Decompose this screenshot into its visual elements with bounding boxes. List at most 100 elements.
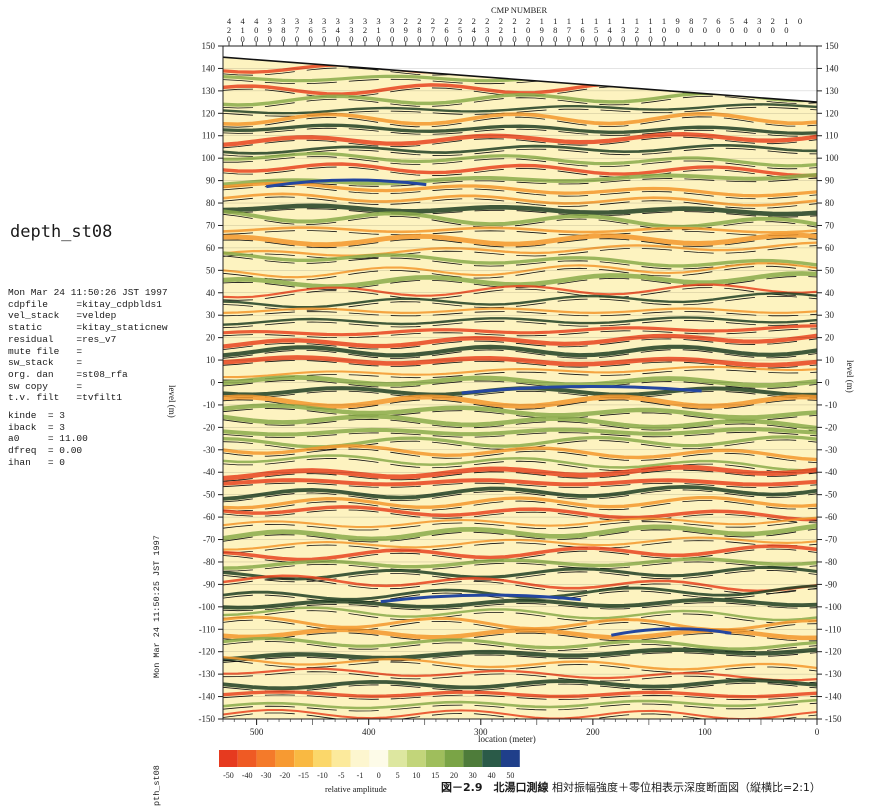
kparam-line-2: a0 = 11.00 — [8, 433, 88, 445]
param-line-0: Mon Mar 24 11:50:26 JST 1997 — [8, 287, 168, 298]
y-tick-label-right: -110 — [825, 624, 842, 634]
cmp-digit: 1 — [540, 16, 544, 26]
reflector — [223, 536, 817, 551]
x-tick-label: 200 — [586, 727, 600, 737]
y-tick-label-right: 150 — [825, 41, 839, 51]
zero-crossing-line — [223, 287, 817, 301]
zero-crossing-line — [223, 671, 817, 684]
zero-crossing-line — [223, 712, 817, 719]
colorbar-tick-label: 30 — [469, 771, 477, 780]
cmp-digit: 0 — [743, 25, 747, 35]
y-tick-label-left: -90 — [203, 579, 215, 589]
zero-crossing-line — [223, 147, 817, 157]
cmp-digit: 2 — [499, 25, 503, 35]
param-line-1: cdpfile =kitay_cdpblds1 — [8, 298, 162, 310]
zero-crossing-line — [223, 265, 817, 281]
zero-crossing-line — [223, 610, 817, 624]
reflector — [223, 241, 817, 257]
cmp-digit: 3 — [621, 25, 625, 35]
cmp-digit: 2 — [635, 25, 639, 35]
y-tick-label-left: -60 — [203, 512, 215, 522]
reflector — [223, 355, 817, 368]
cmp-digit: 6 — [444, 25, 448, 35]
zero-crossing-line — [223, 602, 817, 612]
colorbar-swatch — [294, 750, 313, 767]
zero-crossing-line — [223, 418, 817, 432]
zero-crossing-line — [223, 359, 817, 369]
cmp-axis-title: CMP NUMBER — [491, 5, 548, 15]
cmp-digit: 0 — [281, 34, 285, 44]
cmp-digit: 1 — [567, 16, 571, 26]
cmp-digit: 8 — [417, 25, 421, 35]
colorbar-swatch — [369, 750, 389, 767]
cmp-digit: 0 — [485, 34, 489, 44]
y-tick-label-left: -120 — [199, 647, 216, 657]
colorbar-swatch — [256, 750, 276, 767]
reflector — [223, 143, 817, 155]
kparam-line-1: iback = 3 — [8, 421, 66, 433]
y-tick-label-left: 30 — [206, 310, 216, 320]
zero-crossing-line — [223, 482, 817, 488]
cmp-digit: 9 — [676, 16, 680, 26]
param-line-2: vel_stack =veldep — [8, 310, 117, 322]
cmp-digit: 3 — [485, 25, 489, 35]
cmp-digit: 0 — [458, 34, 462, 44]
colorbar-swatch — [237, 750, 257, 767]
zero-crossing-line — [223, 702, 817, 712]
param-line-4: residual =res_v7 — [8, 333, 117, 345]
cmp-digit: 2 — [512, 16, 516, 26]
colorbar-swatch — [275, 750, 295, 767]
colorbar-tick-label: -30 — [261, 771, 272, 780]
param-line-7: org. dan =st08_rfa — [8, 368, 128, 380]
y-tick-label-left: 140 — [202, 63, 216, 73]
zero-crossing-line — [223, 458, 817, 474]
y-tick-label-right: 50 — [825, 265, 835, 275]
reflector — [223, 656, 817, 671]
zero-crossing-line — [223, 569, 817, 583]
y-tick-label-right: 80 — [825, 198, 835, 208]
cmp-digit: 8 — [281, 25, 285, 35]
reflector — [223, 394, 817, 409]
colorbar-tick-label: -50 — [223, 771, 234, 780]
colorbar-tick-label: 50 — [506, 771, 514, 780]
reflector — [223, 151, 817, 168]
colorbar-tick-label: -15 — [298, 771, 309, 780]
y-tick-label-right: -130 — [825, 669, 842, 679]
cmp-digit: 3 — [336, 16, 340, 26]
cmp-digit: 0 — [567, 34, 571, 44]
y-tick-label-right: -30 — [825, 445, 837, 455]
cmp-digit: 9 — [268, 25, 272, 35]
colorbar-swatch — [331, 750, 351, 767]
y-tick-label-right: 20 — [825, 333, 835, 343]
cmp-digit: 7 — [567, 25, 571, 35]
reflector — [223, 324, 817, 337]
colorbar-swatch — [482, 750, 501, 767]
zero-crossing-line — [223, 408, 817, 421]
cmp-digit: 3 — [281, 16, 285, 26]
reflector — [223, 678, 817, 691]
cmp-digit: 1 — [553, 16, 557, 26]
zero-crossing-line — [223, 230, 817, 236]
cmp-digit: 0 — [417, 34, 421, 44]
reflector — [223, 192, 817, 207]
colorbar-tick-label: 10 — [412, 771, 420, 780]
colorbar-swatch — [407, 750, 426, 767]
caption-description: 相対振幅強度＋零位相表示深度断面図（縦横比=2:1） — [552, 781, 821, 794]
reflector — [223, 454, 817, 472]
y-tick-label-left: 0 — [211, 378, 216, 388]
reflector — [223, 574, 817, 593]
x-axis-label: location (meter) — [478, 734, 536, 744]
cmp-digit: 4 — [743, 16, 748, 26]
zero-crossing-line — [223, 275, 817, 290]
kparam-line-3: dfreq = 0.00 — [8, 445, 83, 457]
cmp-digit: 0 — [227, 34, 231, 44]
zero-crossing-line — [223, 116, 817, 128]
cmp-digit: 0 — [499, 34, 503, 44]
colorbar-swatch — [350, 750, 370, 767]
zero-crossing-line — [223, 237, 817, 249]
cmp-digit: 3 — [363, 16, 367, 26]
zero-crossing-line — [223, 311, 817, 317]
cmp-digit: 0 — [662, 25, 666, 35]
y-tick-label-left: 70 — [206, 220, 216, 230]
cmp-digit: 8 — [689, 16, 693, 26]
